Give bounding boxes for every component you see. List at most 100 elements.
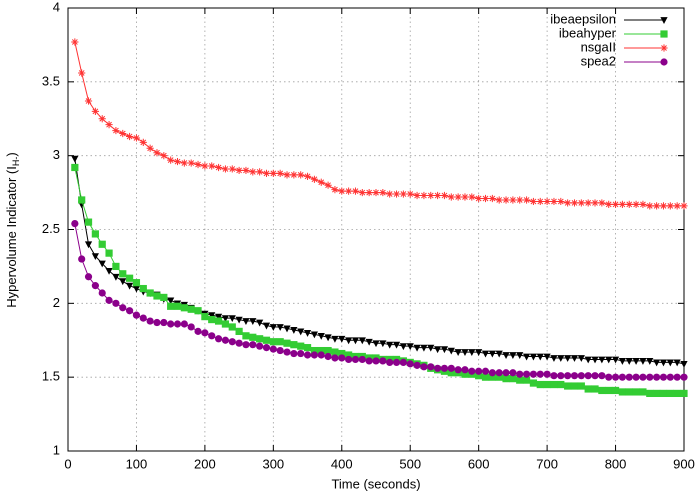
marker [235, 327, 243, 335]
marker [146, 144, 154, 152]
marker [577, 199, 585, 207]
x-tick-label: 500 [399, 456, 421, 471]
marker [242, 332, 250, 340]
marker [276, 346, 284, 355]
x-tick-label: 200 [194, 456, 216, 471]
marker [536, 197, 544, 206]
marker [516, 352, 524, 359]
marker [194, 307, 202, 315]
marker [160, 318, 168, 327]
marker [153, 292, 161, 300]
marker [126, 282, 134, 290]
series-line [74, 158, 685, 365]
marker [119, 278, 127, 286]
marker [666, 373, 674, 381]
marker [392, 358, 401, 366]
marker [666, 389, 674, 398]
marker [139, 138, 147, 146]
marker [269, 345, 277, 353]
marker [413, 361, 421, 369]
x-tick-label: 100 [126, 456, 148, 471]
marker [509, 369, 517, 377]
marker [249, 318, 257, 326]
marker [427, 344, 435, 352]
marker [331, 335, 339, 343]
marker [310, 346, 318, 355]
marker [646, 389, 654, 398]
marker [680, 373, 688, 381]
y-tick-label: 2 [53, 295, 60, 310]
marker [208, 332, 216, 340]
marker [235, 316, 243, 324]
x-axis-title: Time (seconds) [331, 476, 420, 491]
marker [557, 380, 565, 389]
marker [317, 346, 325, 355]
marker [71, 38, 79, 46]
marker [91, 107, 99, 115]
marker [591, 385, 599, 393]
marker [522, 196, 531, 204]
marker [611, 200, 620, 208]
marker [447, 347, 455, 355]
marker [564, 199, 572, 207]
marker [256, 335, 264, 343]
marker [126, 307, 134, 315]
marker [639, 358, 647, 365]
marker [475, 194, 483, 203]
marker [262, 344, 271, 352]
marker [618, 200, 626, 208]
marker [420, 344, 428, 352]
marker [180, 304, 188, 312]
marker [454, 366, 462, 374]
marker [666, 202, 674, 210]
marker [132, 285, 141, 293]
marker [372, 188, 380, 197]
marker [331, 354, 339, 362]
marker [591, 199, 599, 207]
marker [564, 355, 572, 362]
marker [543, 370, 551, 378]
marker [434, 346, 442, 354]
marker [269, 324, 277, 331]
marker [557, 372, 565, 380]
marker [180, 320, 188, 328]
marker [283, 171, 291, 179]
marker [509, 196, 517, 204]
marker [358, 337, 366, 345]
marker [153, 318, 161, 327]
marker [475, 349, 483, 357]
marker [680, 360, 688, 368]
marker [420, 191, 428, 200]
marker [522, 353, 531, 361]
marker [392, 190, 401, 198]
marker [468, 193, 476, 201]
marker [598, 356, 606, 364]
marker [242, 341, 250, 349]
marker [338, 335, 346, 343]
marker [256, 342, 264, 350]
marker [112, 262, 120, 271]
marker [71, 155, 79, 163]
marker [536, 370, 544, 378]
marker [522, 370, 531, 378]
marker [680, 389, 688, 398]
y-axis-title-sub: H- [11, 157, 21, 167]
marker [91, 230, 99, 238]
marker [167, 297, 175, 305]
marker [447, 369, 455, 377]
marker [372, 340, 380, 348]
marker [659, 202, 668, 210]
marker [673, 389, 681, 398]
marker [632, 388, 640, 396]
marker [160, 152, 168, 160]
marker [577, 372, 585, 380]
marker [167, 320, 175, 328]
marker [146, 317, 154, 325]
marker [516, 370, 524, 378]
legend-marker [660, 44, 668, 52]
marker [570, 372, 579, 380]
marker [71, 219, 79, 228]
marker [543, 353, 551, 361]
y-axis-title-end: ) [4, 152, 19, 156]
marker [78, 255, 86, 263]
